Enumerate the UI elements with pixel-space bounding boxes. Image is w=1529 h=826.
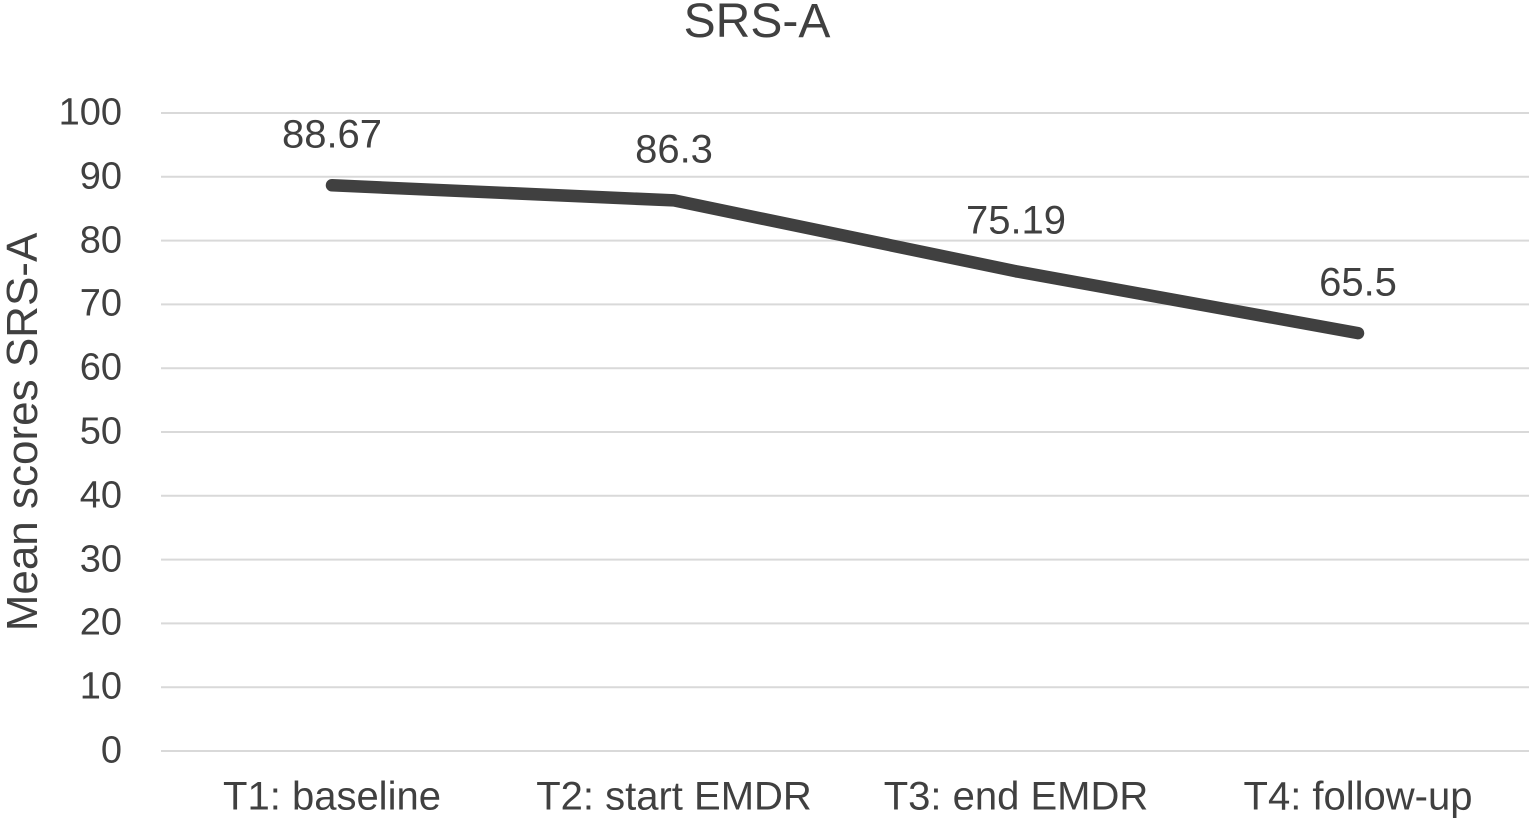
y-tick-label: 70 (79, 282, 122, 325)
y-tick-label: 40 (79, 474, 122, 517)
y-tick-label: 100 (58, 91, 122, 134)
data-label: 86.3 (635, 127, 713, 172)
data-label: 88.67 (281, 112, 383, 157)
y-tick-label: 50 (79, 410, 122, 453)
y-tick-label: 90 (79, 155, 122, 198)
series-line (325, 179, 1365, 340)
x-category-label: T3: end EMDR (883, 774, 1149, 819)
data-label: 75.19 (965, 198, 1067, 243)
x-category-label: T4: follow-up (1243, 774, 1473, 819)
y-tick-label: 10 (79, 665, 122, 708)
chart-title: SRS-A (683, 0, 831, 48)
y-tick-label: 20 (79, 601, 122, 644)
y-tick-label: 60 (79, 346, 122, 389)
y-tick-label: 0 (100, 729, 122, 772)
y-tick-label: 30 (79, 538, 122, 581)
data-label: 65.5 (1319, 260, 1397, 305)
x-category-label: T1: baseline (223, 774, 441, 819)
y-tick-label: 80 (79, 219, 122, 262)
x-category-label: T2: start EMDR (536, 774, 812, 819)
